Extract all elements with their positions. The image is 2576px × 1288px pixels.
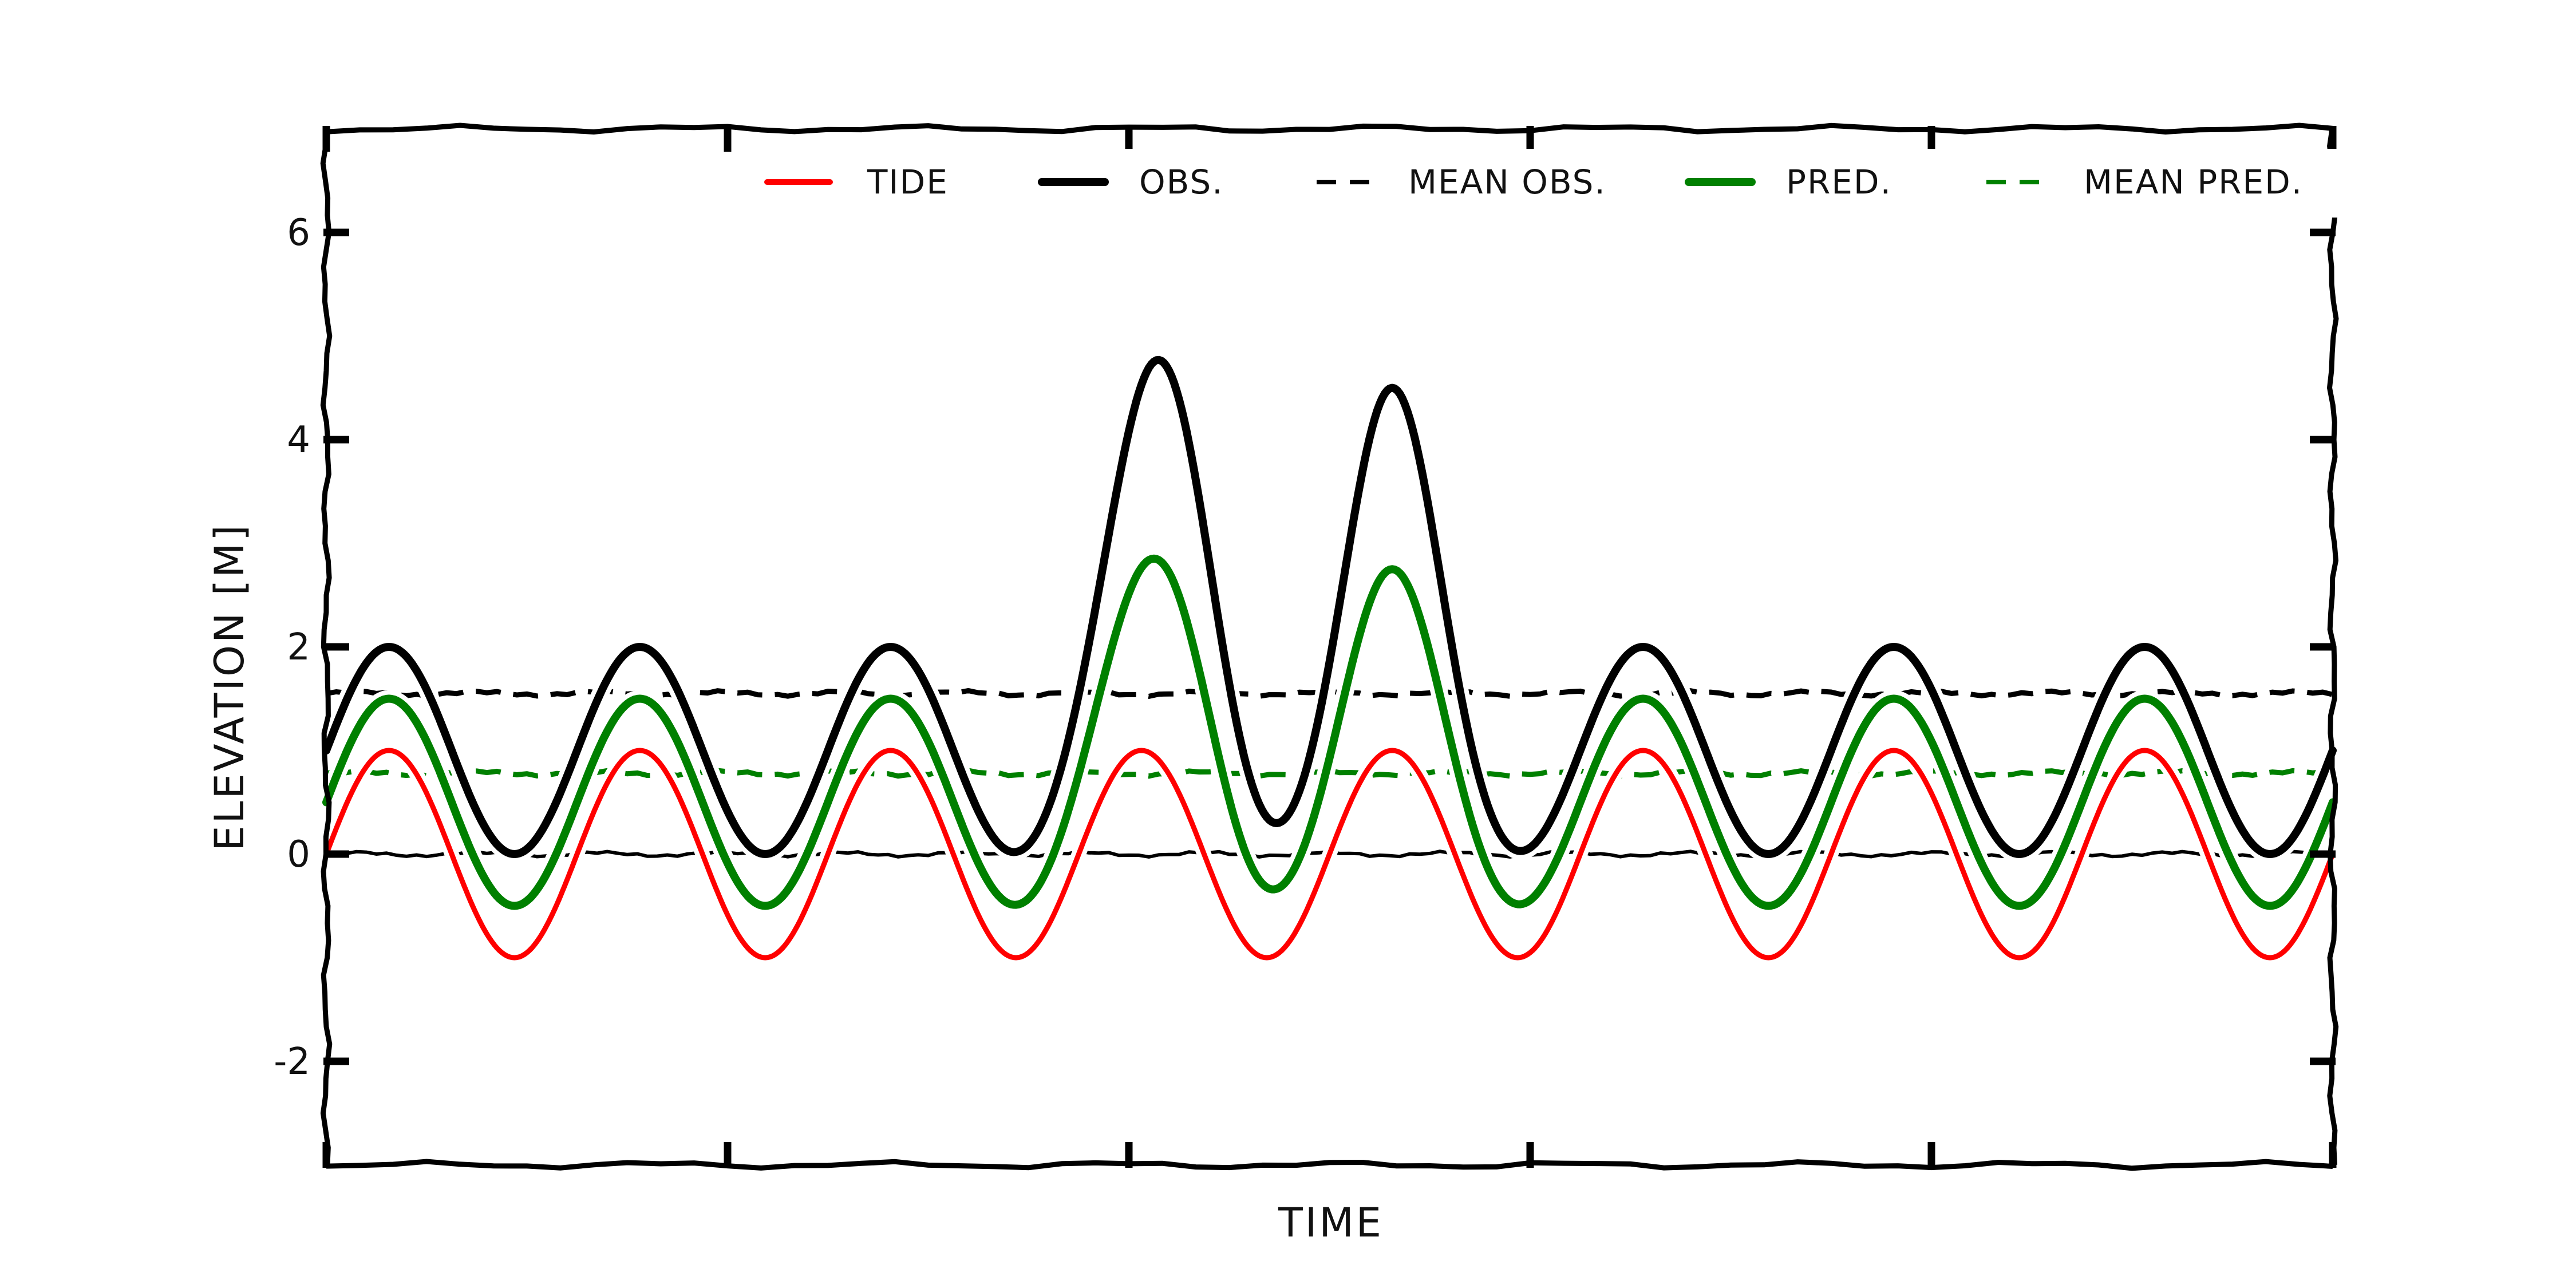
frame-bottom — [326, 1159, 2333, 1171]
legend-item-mean-obs: MEAN OBS. — [1317, 163, 1606, 202]
legend-label-mean-pred: MEAN PRED. — [2084, 163, 2303, 202]
axis-ticks: -2 0 2 4 6 — [274, 126, 2337, 1168]
legend: TIDE OBS. MEAN OBS. PRED. MEAN PRED. — [736, 149, 2338, 218]
plot-frame — [320, 123, 2339, 1171]
y-tick-label: 6 — [287, 212, 310, 254]
y-tick-label: -2 — [274, 1041, 310, 1083]
y-tick-label: 2 — [287, 626, 310, 669]
legend-label-mean-obs: MEAN OBS. — [1408, 163, 1606, 202]
legend-item-pred: PRED. — [1685, 163, 1892, 202]
legend-item-mean-pred: MEAN PRED. — [1986, 163, 2303, 202]
series-obs — [322, 355, 2337, 858]
legend-label-obs: OBS. — [1139, 163, 1224, 202]
series-tide — [323, 748, 2336, 961]
frame-top — [326, 123, 2333, 135]
y-tick-label: 4 — [287, 419, 310, 461]
legend-item-tide: TIDE — [764, 163, 949, 202]
legend-box — [736, 149, 2338, 218]
y-tick-label: 0 — [287, 833, 310, 876]
series-pred — [322, 554, 2337, 910]
series-layer — [318, 351, 2341, 965]
legend-item-obs: OBS. — [1038, 163, 1224, 202]
legend-label-tide: TIDE — [867, 163, 949, 202]
x-axis-label: TIME — [1278, 1199, 1384, 1246]
legend-label-pred: PRED. — [1786, 163, 1892, 202]
y-axis-label: ELEVATION [M] — [206, 523, 253, 851]
